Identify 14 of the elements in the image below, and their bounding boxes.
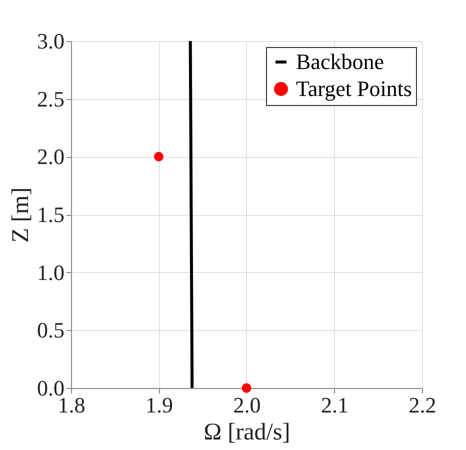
y-tick-label: 1.5 <box>37 202 64 227</box>
x-axis-title: Ω [rad/s] <box>204 420 290 446</box>
y-tick-label: 3.0 <box>37 28 64 54</box>
y-tick-label: 0.5 <box>37 318 64 343</box>
x-tick-label: 1.9 <box>146 392 173 418</box>
legend-label: Backbone <box>296 49 384 74</box>
x-tick-label: 2.2 <box>408 392 436 418</box>
x-tick-label: 2.0 <box>233 392 261 418</box>
y-tick-label: 1.0 <box>37 260 64 285</box>
legend-label: Target Points <box>296 76 412 101</box>
y-tick-label: 2.0 <box>37 144 64 170</box>
y-axis-title: Z [m] <box>8 187 34 243</box>
y-tick-label: 2.5 <box>37 86 64 112</box>
x-tick-label: 2.1 <box>321 392 348 418</box>
